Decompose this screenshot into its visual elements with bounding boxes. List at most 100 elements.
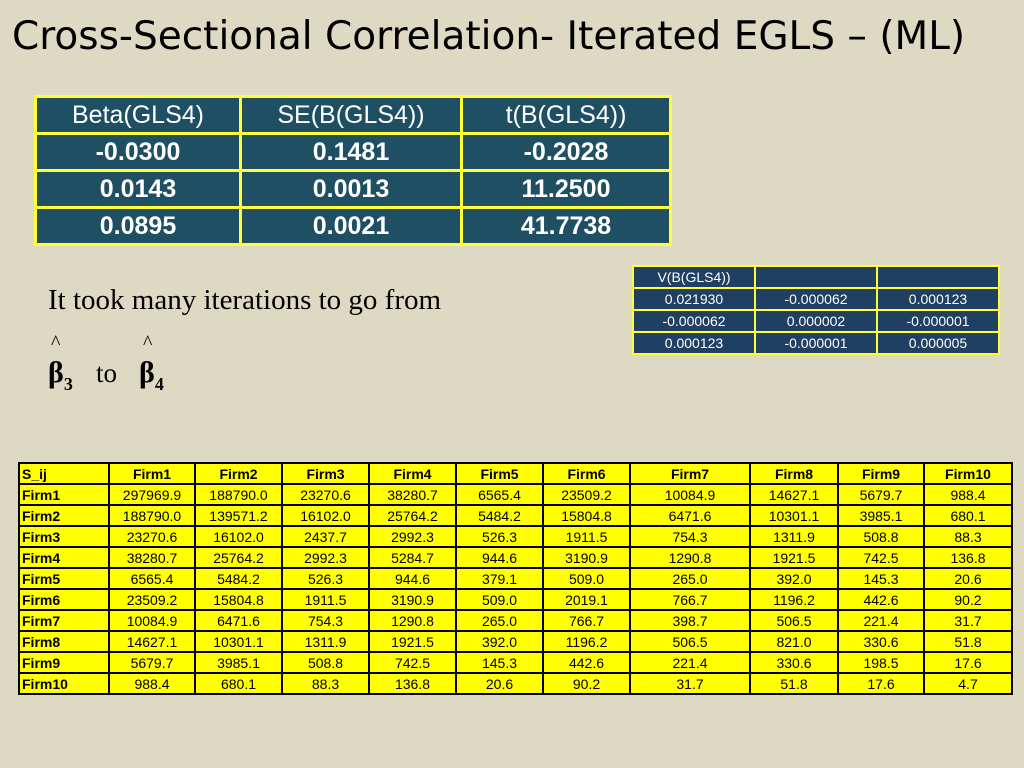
table-cell: 5484.2 xyxy=(455,504,544,527)
table-cell: 25764.2 xyxy=(368,504,457,527)
table-cell: 198.5 xyxy=(837,651,925,674)
table-row: Firm10 988.4 680.1 88.3 136.8 20.6 90.2 31.7 51.… xyxy=(18,672,1013,695)
table-cell: 1921.5 xyxy=(749,546,839,569)
row-header: Firm1 xyxy=(18,483,110,506)
row-header: Firm7 xyxy=(18,609,110,632)
table-cell: 31.7 xyxy=(629,672,751,695)
table-cell: 1196.2 xyxy=(749,588,839,611)
table-cell: 988.4 xyxy=(108,672,196,695)
row-header: Firm6 xyxy=(18,588,110,611)
table-cell: 188790.0 xyxy=(108,504,196,527)
column-header: Firm9 xyxy=(837,462,925,485)
table-cell: 508.8 xyxy=(281,651,370,674)
row-header: Firm3 xyxy=(18,525,110,548)
column-header: Firm6 xyxy=(542,462,631,485)
table-cell: 10301.1 xyxy=(749,504,839,527)
table-cell: 188790.0 xyxy=(194,483,283,506)
table-cell: 680.1 xyxy=(923,504,1013,527)
table-cell: 41.7738 xyxy=(460,206,672,246)
table-cell: 25764.2 xyxy=(194,546,283,569)
table-row: Firm3 23270.6 16102.0 2437.7 2992.3 526.3 1911… xyxy=(18,525,1013,548)
table-cell: 398.7 xyxy=(629,609,751,632)
table-cell: 90.2 xyxy=(923,588,1013,611)
table-cell: 392.0 xyxy=(749,567,839,590)
table-cell: -0.000062 xyxy=(754,287,878,311)
table-cell: 3190.9 xyxy=(542,546,631,569)
table-row: 0.021930 -0.000062 0.000123 xyxy=(632,287,1000,311)
table-cell: 1196.2 xyxy=(542,630,631,653)
row-header: Firm4 xyxy=(18,546,110,569)
table-row: Firm6 23509.2 15804.8 1911.5 3190.9 509.0 2019… xyxy=(18,588,1013,611)
table-cell: 442.6 xyxy=(837,588,925,611)
table-cell: 5679.7 xyxy=(108,651,196,674)
table-cell: 509.0 xyxy=(455,588,544,611)
table-cell: 6565.4 xyxy=(108,567,196,590)
header-se: SE(B(GLS4)) xyxy=(239,95,463,135)
table-row: 0.0143 0.0013 11.2500 xyxy=(34,169,672,209)
table-cell: 1311.9 xyxy=(749,525,839,548)
table-cell: 2992.3 xyxy=(281,546,370,569)
table-cell: 1911.5 xyxy=(542,525,631,548)
table-cell: 506.5 xyxy=(629,630,751,653)
table-cell: 88.3 xyxy=(281,672,370,695)
table-cell: 2992.3 xyxy=(368,525,457,548)
row-header: Firm2 xyxy=(18,504,110,527)
table-row: -0.000062 0.000002 -0.000001 xyxy=(632,309,1000,333)
table-cell: 15804.8 xyxy=(194,588,283,611)
table-row: 0.0895 0.0021 41.7738 xyxy=(34,206,672,246)
table-cell: 6471.6 xyxy=(194,609,283,632)
table-cell: 766.7 xyxy=(542,609,631,632)
table-cell: 2019.1 xyxy=(542,588,631,611)
table-cell: 10084.9 xyxy=(629,483,751,506)
column-header: Firm2 xyxy=(194,462,283,485)
table-cell: -0.2028 xyxy=(460,132,672,172)
table-cell: 3190.9 xyxy=(368,588,457,611)
header-t: t(B(GLS4)) xyxy=(460,95,672,135)
table-cell: 821.0 xyxy=(749,630,839,653)
table-cell: 6471.6 xyxy=(629,504,751,527)
table-cell: 754.3 xyxy=(629,525,751,548)
table-cell: 0.0013 xyxy=(239,169,463,209)
table-cell: 23270.6 xyxy=(108,525,196,548)
table-cell: 221.4 xyxy=(837,609,925,632)
table-cell: 944.6 xyxy=(368,567,457,590)
table-row: Firm1 297969.9 188790.0 23270.6 38280.7 6565.… xyxy=(18,483,1013,506)
table-cell: -0.000001 xyxy=(876,309,1000,333)
table-cell: 526.3 xyxy=(281,567,370,590)
table-cell: 51.8 xyxy=(923,630,1013,653)
covariance-matrix-table: V(B(GLS4)) 0.021930 -0.000062 0.000123 -… xyxy=(632,265,1000,355)
table-cell: 23509.2 xyxy=(108,588,196,611)
table-cell: 3985.1 xyxy=(837,504,925,527)
table-cell: 0.000123 xyxy=(876,287,1000,311)
hat-accent: ^ xyxy=(143,332,153,354)
table-cell: 145.3 xyxy=(837,567,925,590)
table-cell: 5284.7 xyxy=(368,546,457,569)
table-cell: 988.4 xyxy=(923,483,1013,506)
table-cell: 1290.8 xyxy=(629,546,751,569)
table-cell: 0.0143 xyxy=(34,169,242,209)
table-row: Firm7 10084.9 6471.6 754.3 1290.8 265.0 766.7 3… xyxy=(18,609,1013,632)
table-row: -0.0300 0.1481 -0.2028 xyxy=(34,132,672,172)
beta-glyph: β xyxy=(139,356,155,389)
firm-covariance-table: S_ij Firm1 Firm2 Firm3 Firm4 Firm5 Firm6 Firm7 F… xyxy=(18,462,1013,695)
table-cell: 506.5 xyxy=(749,609,839,632)
header-empty xyxy=(876,265,1000,289)
table-cell: 0.021930 xyxy=(632,287,756,311)
table-cell: 0.000123 xyxy=(632,331,756,355)
table-cell: 754.3 xyxy=(281,609,370,632)
table-cell: 23509.2 xyxy=(542,483,631,506)
row-header: Firm5 xyxy=(18,567,110,590)
table-cell: 145.3 xyxy=(455,651,544,674)
table-cell: 14627.1 xyxy=(749,483,839,506)
table-header-row: S_ij Firm1 Firm2 Firm3 Firm4 Firm5 Firm6 Firm7 F… xyxy=(18,462,1013,485)
table-row: Firm8 14627.1 10301.1 1311.9 1921.5 392.0 1196… xyxy=(18,630,1013,653)
table-cell: 742.5 xyxy=(837,546,925,569)
table-cell: 51.8 xyxy=(749,672,839,695)
table-cell: 10301.1 xyxy=(194,630,283,653)
table-cell: 20.6 xyxy=(923,567,1013,590)
table-cell: 16102.0 xyxy=(281,504,370,527)
table-header-row: V(B(GLS4)) xyxy=(632,265,1000,289)
table-row: 0.000123 -0.000001 0.000005 xyxy=(632,331,1000,355)
iterations-text: It took many iterations to go from xyxy=(48,284,442,316)
table-cell: 4.7 xyxy=(923,672,1013,695)
